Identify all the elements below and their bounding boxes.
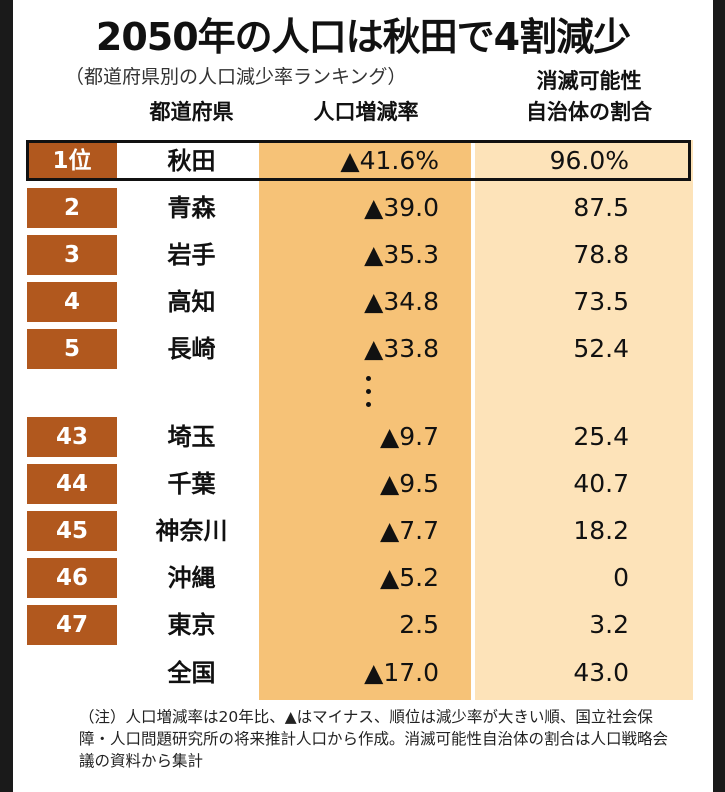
rank-badge: 4	[27, 282, 117, 322]
prefecture-name: 全国	[167, 659, 216, 687]
rank-badge	[27, 653, 117, 693]
vanishing-ratio: 18.2	[573, 516, 629, 545]
prefecture-name: 長崎	[167, 335, 216, 363]
prefecture-name: 沖縄	[167, 564, 216, 592]
prefecture-name: 岩手	[167, 241, 216, 269]
vanishing-ratio: 0	[613, 563, 629, 592]
prefecture-name: 神奈川	[155, 517, 228, 545]
rank-badge: 5	[27, 329, 117, 369]
vanishing-ratio: 96.0%	[549, 146, 629, 175]
table-row: 45 神奈川 ▲7.7 18.2	[27, 511, 693, 551]
vanishing-ratio: 73.5	[573, 287, 629, 316]
rank-badge: 47	[27, 605, 117, 645]
table-row: 1位 秋田 ▲41.6% 96.0%	[27, 141, 693, 181]
chart-title: 2050年の人口は秋田で4割減少	[95, 15, 631, 59]
table-row: 44 千葉 ▲9.5 40.7	[27, 464, 693, 504]
prefecture-name: 東京	[167, 611, 216, 639]
header-ratio-line1: 消滅可能性	[536, 69, 642, 93]
rank-badge: 45	[27, 511, 117, 551]
vanishing-ratio: 78.8	[573, 240, 629, 269]
rank-badge: 2	[27, 188, 117, 228]
top-row-highlight-border	[26, 140, 691, 181]
prefecture-name: 埼玉	[167, 423, 216, 451]
infographic-card: 2050年の人口は秋田で4割減少 （都道府県別の人口減少率ランキング） 都道府県…	[13, 0, 713, 792]
header-prefecture: 都道府県	[149, 100, 234, 124]
rate-column-background	[259, 140, 471, 700]
prefecture-name: 秋田	[167, 147, 216, 175]
prefecture-name: 青森	[167, 194, 216, 222]
vanishing-ratio: 40.7	[573, 469, 629, 498]
table-row: 4 高知 ▲34.8 73.5	[27, 282, 693, 322]
header-vanishing-municipality-ratio: 消滅可能性 自治体の割合	[479, 66, 699, 128]
prefecture-name: 高知	[167, 288, 216, 316]
vanishing-ratio: 3.2	[589, 610, 629, 639]
header-population-change-rate: 人口増減率	[313, 100, 419, 124]
population-change-rate: ▲33.8	[364, 334, 439, 363]
header-ratio-line2: 自治体の割合	[526, 100, 652, 124]
population-change-rate: ▲34.8	[364, 287, 439, 316]
rank-badge: 1位	[27, 141, 117, 181]
vanishing-ratio: 52.4	[573, 334, 629, 363]
footnote: （注）人口増減率は20年比、▲はマイナス、順位は減少率が大きい順、国立社会保障・…	[79, 708, 669, 770]
population-change-rate: ▲17.0	[364, 658, 439, 687]
vanishing-ratio: 25.4	[573, 422, 629, 451]
rank-badge: 3	[27, 235, 117, 275]
table-row: 47 東京 2.5 3.2	[27, 605, 693, 645]
ratio-column-background	[475, 140, 693, 700]
population-change-rate: ▲5.2	[380, 563, 439, 592]
table-row: 46 沖縄 ▲5.2 0	[27, 558, 693, 598]
vanishing-ratio: 43.0	[573, 658, 629, 687]
rank-badge: 46	[27, 558, 117, 598]
population-change-rate: ▲9.5	[380, 469, 439, 498]
population-change-rate: ▲39.0	[364, 193, 439, 222]
table-row: 43 埼玉 ▲9.7 25.4	[27, 417, 693, 457]
ellipsis-separator	[364, 376, 372, 410]
population-change-rate: ▲41.6%	[340, 146, 439, 175]
table-row: 5 長崎 ▲33.8 52.4	[27, 329, 693, 369]
rank-badge: 43	[27, 417, 117, 457]
vanishing-ratio: 87.5	[573, 193, 629, 222]
population-change-rate: ▲35.3	[364, 240, 439, 269]
table-row: 3 岩手 ▲35.3 78.8	[27, 235, 693, 275]
rank-badge: 44	[27, 464, 117, 504]
population-change-rate: ▲9.7	[380, 422, 439, 451]
population-change-rate: 2.5	[399, 610, 439, 639]
prefecture-name: 千葉	[167, 470, 216, 498]
chart-subtitle: （都道府県別の人口減少率ランキング）	[65, 66, 407, 88]
table-row-national: 全国 ▲17.0 43.0	[27, 653, 693, 693]
population-change-rate: ▲7.7	[380, 516, 439, 545]
table-row: 2 青森 ▲39.0 87.5	[27, 188, 693, 228]
